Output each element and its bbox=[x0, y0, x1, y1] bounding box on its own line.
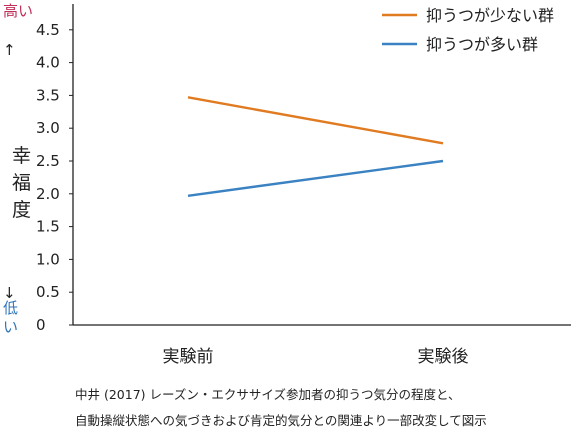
y-high-label: 高い bbox=[3, 2, 33, 20]
y-tick-label: 0 bbox=[36, 316, 46, 334]
x-category-label: 実験前 bbox=[163, 347, 214, 367]
y-tick-label: 4.0 bbox=[36, 54, 60, 72]
y-tick-label: 1.5 bbox=[36, 218, 60, 236]
y-tick-label: 3.0 bbox=[36, 119, 60, 137]
y-down-arrow: ↓ bbox=[3, 284, 16, 302]
y-tick-label: 2.5 bbox=[36, 152, 60, 170]
legend-label: 抑うつが多い群 bbox=[426, 35, 538, 54]
y-axis-title: 幸福度 bbox=[12, 145, 31, 221]
y-tick-label: 0.5 bbox=[36, 283, 60, 301]
caption-line-1: 中井 (2017) レーズン・エクササイズ参加者の抑うつ気分の程度と、 bbox=[75, 387, 461, 402]
y-tick-label: 4.5 bbox=[36, 21, 60, 39]
y-tick-label: 3.5 bbox=[36, 86, 60, 104]
y-up-arrow: ↑ bbox=[3, 41, 16, 59]
series-line-2 bbox=[187, 159, 444, 197]
y-tick-label: 2.0 bbox=[36, 185, 60, 203]
x-category-label: 実験後 bbox=[418, 347, 469, 367]
y-axis-label-group: 高い ↑ 幸福度 ↓ 低い bbox=[3, 2, 33, 336]
line-chart: 高い ↑ 幸福度 ↓ 低い 0 0.5 1.0 1.5 2.0 2.5 3.0 3.5 4.0 4… bbox=[3, 2, 571, 367]
y-low-label: 低い bbox=[3, 299, 18, 336]
y-tick-label: 1.0 bbox=[36, 250, 60, 268]
series-line-1 bbox=[187, 96, 444, 145]
caption-line-2: 自動操縦状態への気づきおよび肯定的気分との関連より一部改変して図示 bbox=[75, 413, 487, 428]
legend-label: 抑うつが少ない群 bbox=[426, 6, 554, 25]
